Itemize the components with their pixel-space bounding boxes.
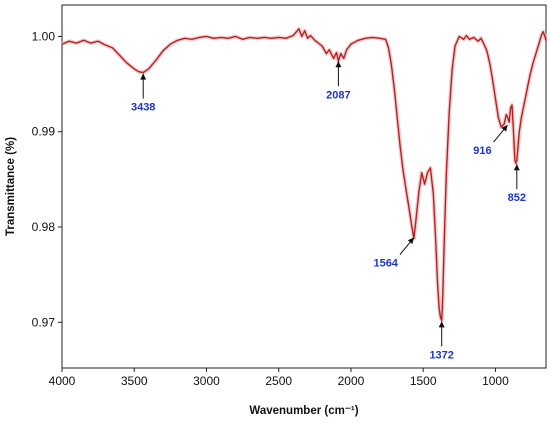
peak-label: 3438 <box>131 102 155 114</box>
x-tick-label: 4000 <box>49 374 76 388</box>
peak-annotation: 916 <box>473 124 508 157</box>
peak-label: 2087 <box>326 89 350 101</box>
x-axis-ticks: 4000 3500 3000 2500 2000 1500 1000 <box>49 368 509 388</box>
peak-annotation: 1372 <box>429 321 454 361</box>
series-glow <box>61 26 548 323</box>
annotation-arrow-head <box>140 73 147 80</box>
annotation-layer: 3438 2087 1564 1372 916 852 <box>131 61 526 361</box>
plot-frame <box>61 4 547 369</box>
annotation-arrow-head <box>513 164 520 171</box>
y-axis-ticks: 1.00 0.99 0.98 0.97 <box>32 29 62 329</box>
x-tick-label: 3000 <box>193 374 220 388</box>
x-tick-label: 1000 <box>482 374 509 388</box>
peak-label: 1564 <box>373 258 398 270</box>
y-tick-label: 0.98 <box>32 220 56 234</box>
peak-annotation: 3438 <box>131 73 155 114</box>
x-tick-label: 2000 <box>338 374 365 388</box>
x-tick-label: 3500 <box>121 374 148 388</box>
x-axis-title: Wavenumber (cm⁻¹) <box>249 405 358 417</box>
peak-annotation: 2087 <box>326 61 351 101</box>
peak-label: 852 <box>508 192 526 204</box>
annotation-arrow-head <box>407 237 414 245</box>
series-line <box>61 28 547 322</box>
annotation-arrow-head <box>501 125 508 132</box>
y-tick-label: 0.99 <box>32 125 56 139</box>
y-axis-title: Transmittance (%) <box>5 137 17 236</box>
peak-label: 916 <box>473 145 491 157</box>
annotation-arrow-head <box>438 321 445 328</box>
plot-frame-group <box>61 4 547 369</box>
peak-annotation: 852 <box>508 164 526 204</box>
peak-annotation: 1564 <box>373 237 415 270</box>
x-tick-label: 1500 <box>410 374 437 388</box>
y-tick-label: 1.00 <box>32 29 56 43</box>
x-tick-label: 2500 <box>265 374 292 388</box>
annotation-arrow-head <box>335 61 342 68</box>
peak-label: 1372 <box>429 349 453 361</box>
series-layer <box>61 26 548 323</box>
y-tick-label: 0.97 <box>32 315 56 329</box>
